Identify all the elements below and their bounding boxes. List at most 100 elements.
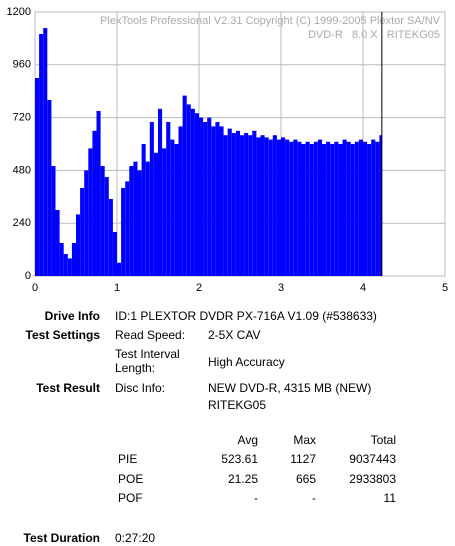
row-label: POF — [118, 491, 143, 505]
area-segment — [59, 243, 64, 276]
area-segment — [371, 139, 376, 276]
area-segment — [354, 141, 359, 276]
area-segment — [211, 126, 216, 277]
area-segment — [35, 78, 40, 276]
area-segment — [334, 141, 339, 276]
area-segment — [207, 117, 212, 276]
area-segment — [231, 133, 236, 276]
area-segment — [244, 133, 249, 276]
area-segment — [141, 144, 146, 276]
area-segment — [289, 141, 294, 276]
area-segment — [223, 135, 228, 276]
label: Read Speed: — [115, 328, 186, 342]
cell: - — [254, 491, 258, 505]
label: Test Result — [36, 381, 100, 395]
label: Test Interval Length: — [115, 347, 180, 375]
value: ID:1 PLEXTOR DVDR PX-716A V1.09 (#538633… — [115, 309, 377, 323]
y-tick-label: 720 — [13, 112, 31, 124]
area-segment — [268, 139, 273, 276]
area-segment — [240, 135, 245, 276]
area-segment — [272, 135, 277, 276]
area-segment — [330, 144, 335, 276]
area-segment — [326, 141, 331, 276]
column-header: Total — [370, 433, 396, 447]
area-segment — [121, 188, 126, 276]
area-segment — [67, 258, 72, 276]
area-segment — [88, 148, 93, 276]
area-segment — [301, 144, 306, 276]
area-segment — [215, 122, 220, 276]
area-segment — [182, 95, 187, 276]
area-segment — [137, 170, 142, 276]
label: Test Settings — [25, 328, 100, 342]
area-segment — [219, 126, 224, 277]
row-label: PIE — [118, 452, 138, 466]
cell: 523.61 — [221, 452, 258, 466]
area-segment — [43, 28, 48, 277]
x-tick-label: 0 — [32, 282, 38, 294]
area-segment — [96, 111, 101, 276]
area-segment — [186, 104, 191, 277]
area-segment — [379, 135, 382, 276]
area-segment — [133, 161, 138, 276]
label: Drive Info — [44, 309, 100, 323]
area-segment — [256, 137, 261, 276]
area-segment — [162, 148, 167, 276]
area-segment — [190, 108, 195, 276]
area-segment — [47, 100, 52, 276]
area-segment — [158, 108, 163, 276]
area-segment — [71, 243, 76, 276]
cell: 21.25 — [227, 471, 258, 486]
area-segment — [117, 262, 122, 276]
y-tick-label: 480 — [13, 164, 31, 176]
area-segment — [170, 139, 175, 276]
cell: - — [312, 491, 316, 505]
area-segment — [84, 170, 89, 276]
area-segment — [80, 188, 85, 276]
y-tick-label: 240 — [13, 217, 31, 229]
area-segment — [309, 144, 314, 276]
column-header: Avg — [237, 433, 258, 447]
area-segment — [363, 141, 368, 276]
x-tick-label: 1 — [114, 282, 120, 294]
area-segment — [199, 117, 204, 276]
area-segment — [125, 181, 130, 276]
watermark: DVD-R 8.0 X RITEKG05 — [308, 29, 440, 41]
value: 2-5X CAV — [208, 328, 261, 342]
column-header: Max — [293, 433, 316, 447]
cell: 2933803 — [349, 471, 396, 486]
cell: 1127 — [290, 452, 316, 466]
area-segment — [145, 161, 150, 276]
label: Test Duration — [23, 531, 100, 545]
cell: 665 — [295, 471, 316, 486]
area-segment — [322, 144, 327, 276]
area-segment — [358, 139, 363, 276]
area-segment — [252, 130, 257, 276]
value: RITEKG05 — [208, 398, 267, 412]
watermark: PlexTools Professional V2.31 Copyright (… — [100, 15, 441, 27]
area-segment — [276, 139, 281, 276]
area-segment — [260, 135, 265, 276]
x-tick-label: 2 — [196, 282, 202, 294]
area-segment — [149, 122, 154, 276]
area-segment — [367, 144, 372, 276]
area-segment — [100, 166, 105, 276]
area-segment — [281, 137, 286, 276]
area-segment — [235, 130, 240, 276]
area-segment — [293, 139, 298, 276]
value: High Accuracy — [208, 355, 285, 369]
label: Disc Info: — [115, 381, 166, 395]
area-segment — [203, 122, 208, 276]
area-segment — [76, 214, 81, 276]
chart: PlexTools Professional V2.31 Copyright (… — [7, 6, 449, 294]
cell: 9037443 — [349, 452, 396, 466]
area-segment — [63, 254, 68, 276]
area-segment — [178, 126, 183, 277]
area-segment — [375, 141, 380, 276]
area-segment — [248, 135, 253, 276]
value: NEW DVD-R, 4315 MB (NEW) — [208, 381, 372, 395]
row-label: POE — [118, 471, 144, 486]
area-segment — [55, 210, 60, 276]
value: 0:27:20 — [115, 531, 156, 545]
